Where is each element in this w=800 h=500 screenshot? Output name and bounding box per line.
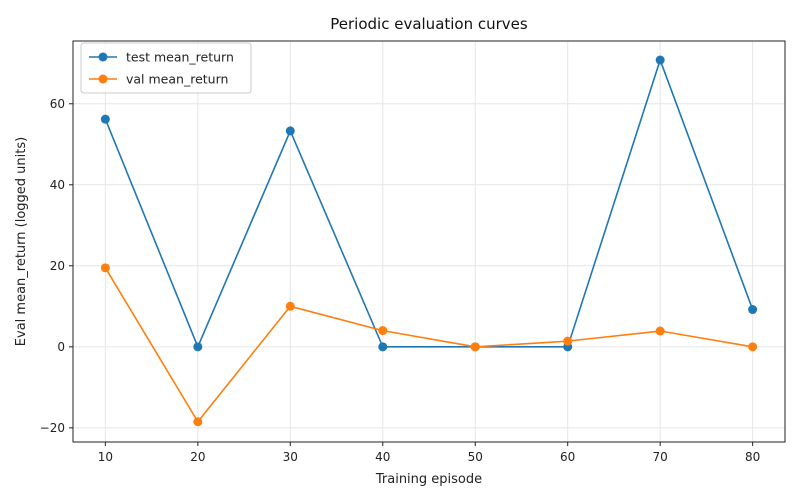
legend-label: test mean_return: [126, 50, 234, 65]
data-point: [285, 301, 295, 311]
series-layer: [100, 55, 758, 427]
data-point: [378, 326, 388, 336]
ticks: 10 20 30 40 50 60 70 80 −20 0 20 40 60: [40, 97, 761, 464]
data-point: [193, 342, 203, 352]
y-axis-label: Eval mean_return (logged units): [14, 137, 29, 346]
x-tick-label: 50: [468, 450, 483, 464]
series-2: [100, 263, 758, 427]
series-line: [104, 267, 753, 423]
series-line: [104, 59, 754, 348]
data-point: [100, 263, 110, 273]
x-tick-label: 40: [375, 450, 390, 464]
data-point: [655, 55, 665, 65]
legend-box: [80, 42, 252, 94]
data-point: [378, 342, 388, 352]
data-point: [100, 114, 110, 124]
data-point: [748, 305, 758, 315]
data-point: [193, 417, 203, 427]
data-point: [285, 126, 295, 136]
y-tick-label: 20: [50, 259, 65, 273]
chart-title: Periodic evaluation curves: [330, 15, 528, 33]
x-tick-label: 20: [190, 450, 205, 464]
data-point: [470, 342, 480, 352]
x-tick-label: 30: [283, 450, 298, 464]
data-point: [563, 336, 573, 346]
data-point: [748, 342, 758, 352]
legend-swatch-marker: [98, 52, 108, 62]
y-tick-label: 60: [50, 97, 65, 111]
x-tick-label: 70: [653, 450, 668, 464]
x-tick-label: 10: [98, 450, 113, 464]
y-tick-label: 40: [50, 178, 65, 192]
y-tick-label: 0: [57, 340, 65, 354]
legend-label: val mean_return: [126, 72, 228, 87]
plot-frame: [72, 40, 786, 443]
x-tick-label: 80: [745, 450, 760, 464]
data-point: [655, 326, 665, 336]
x-axis-label: Training episode: [375, 472, 482, 487]
x-tick-label: 60: [560, 450, 575, 464]
legend-swatch-marker: [98, 74, 108, 84]
y-tick-label: −20: [40, 421, 65, 435]
